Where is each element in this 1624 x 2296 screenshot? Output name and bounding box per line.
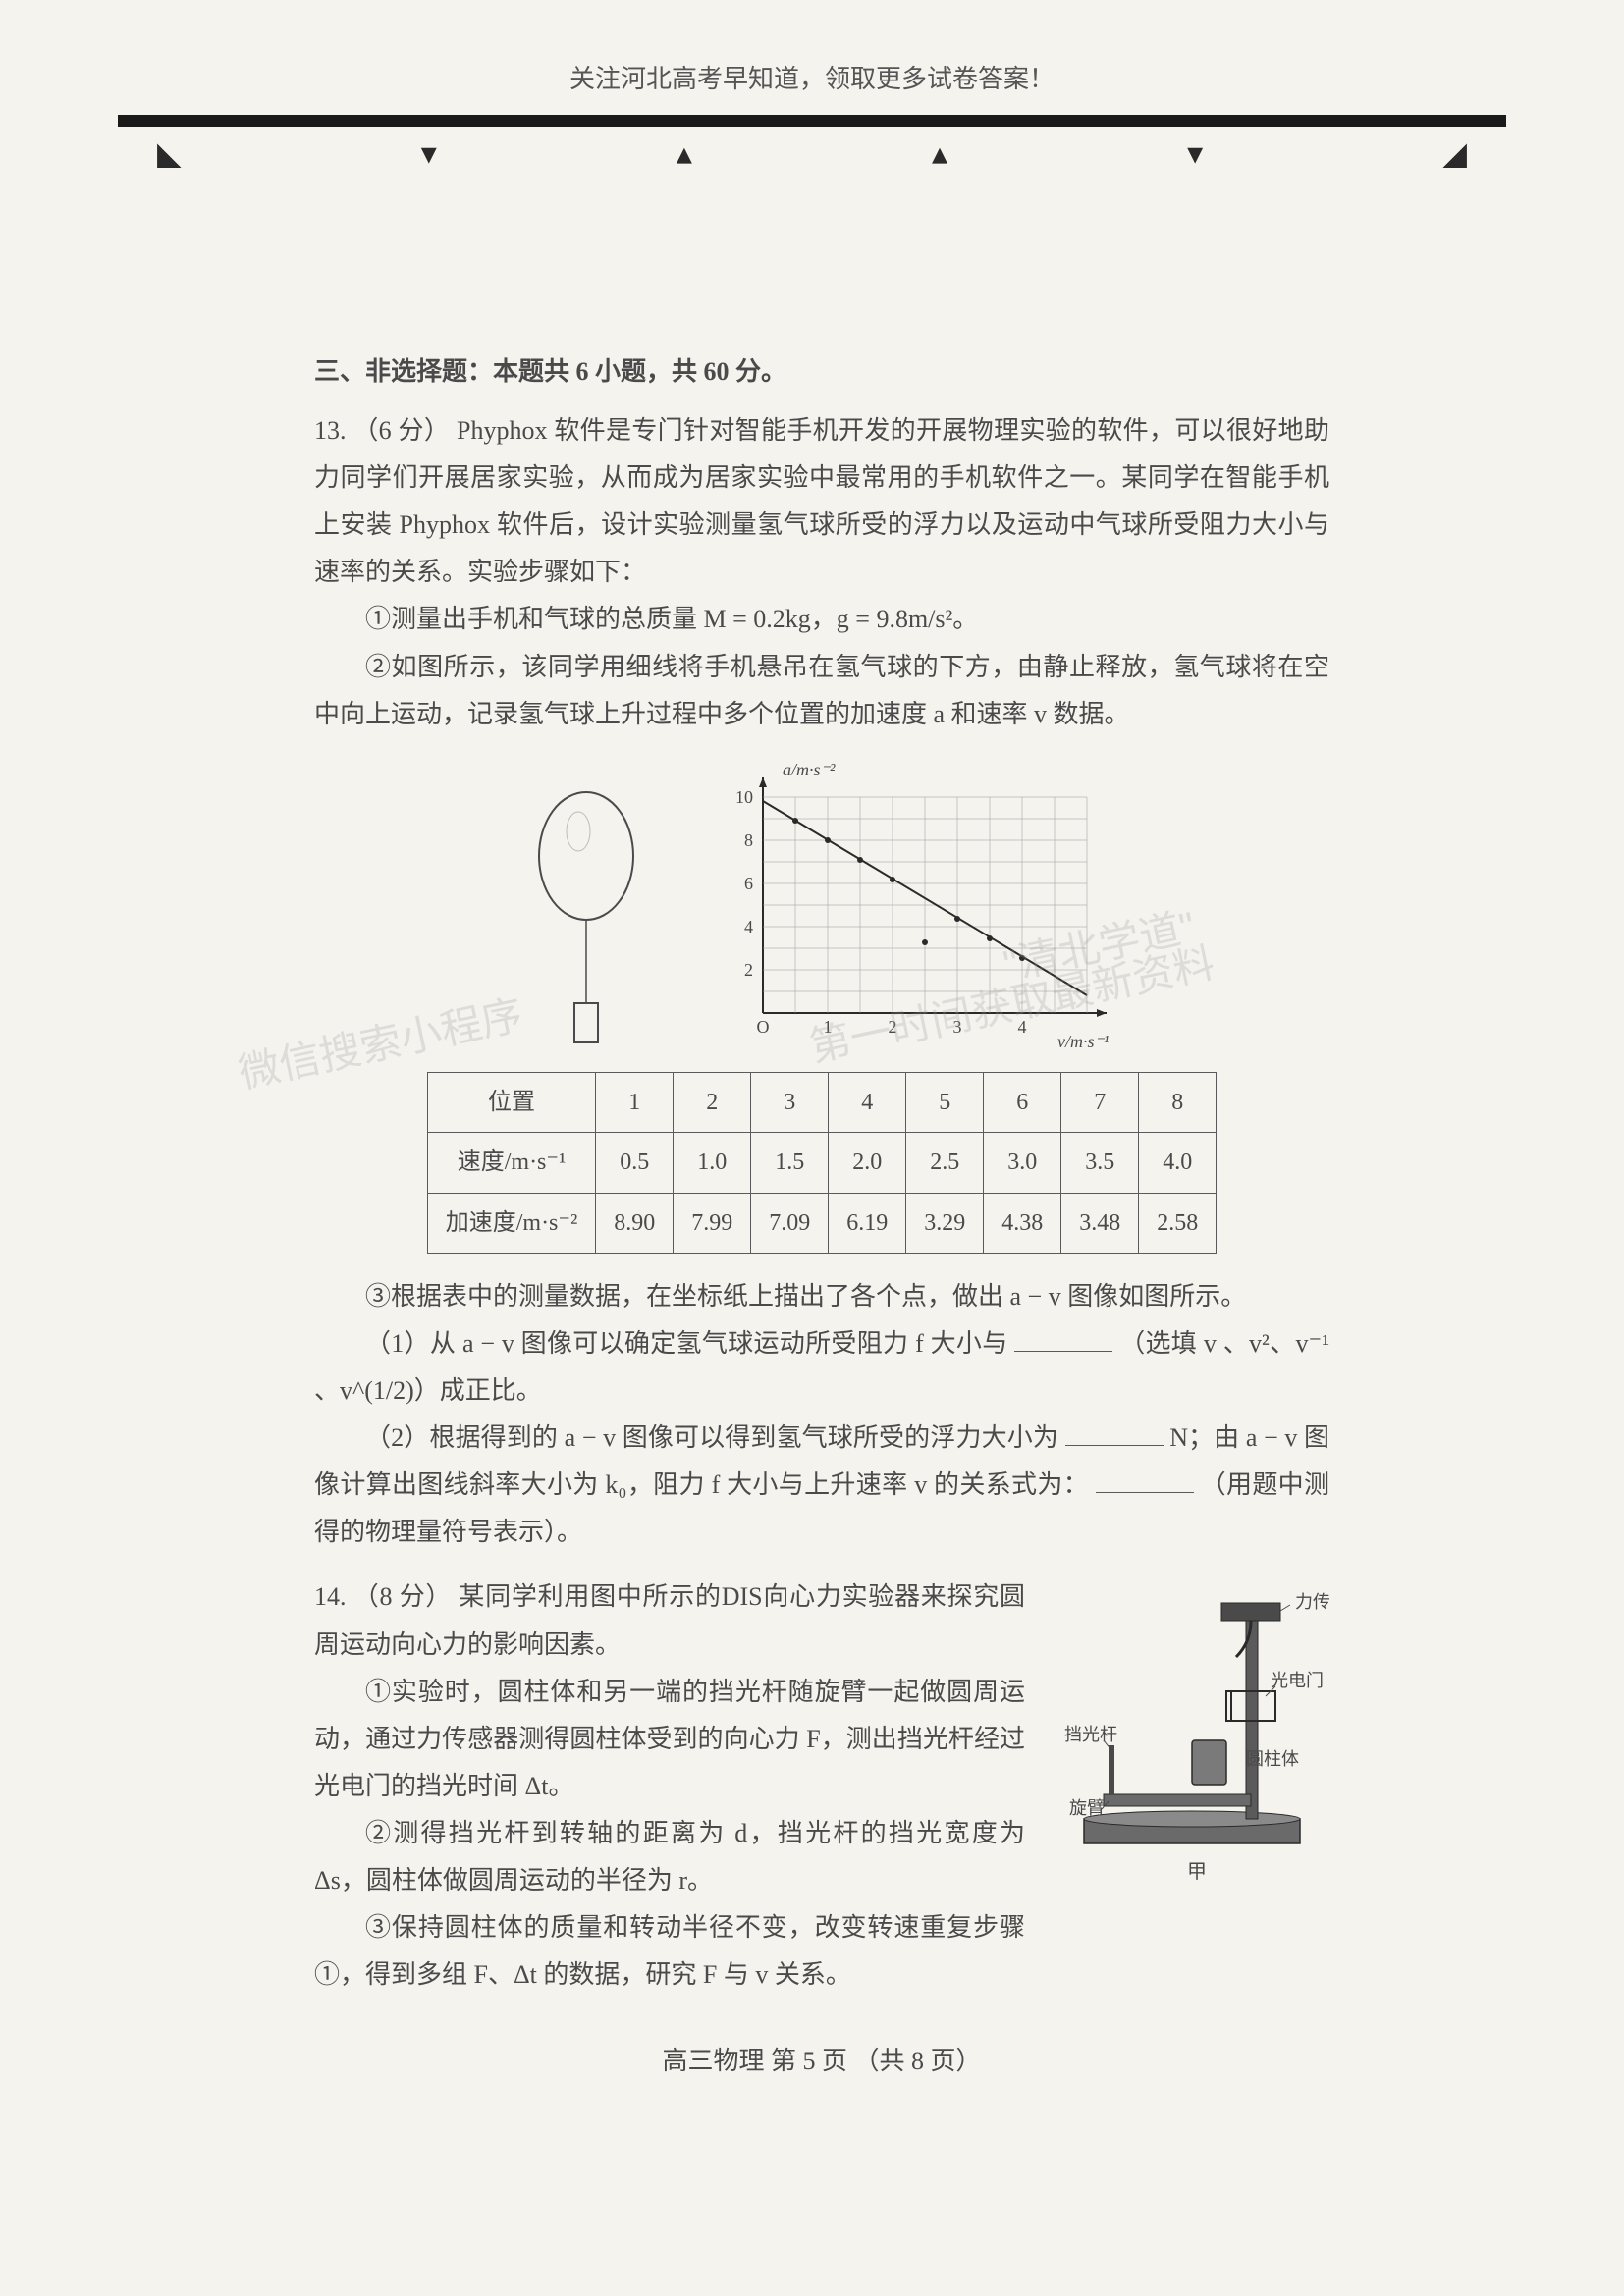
table-cell: 2.58 [1139, 1193, 1217, 1253]
q14-step1: ①实验时，圆柱体和另一端的挡光杆随旋臂一起做圆周运动，通过力传感器测得圆柱体受到… [314, 1669, 1025, 1810]
q13-part2: （2）根据得到的 a − v 图像可以得到氢气球所受的浮力大小为 N；由 a −… [314, 1415, 1329, 1556]
table-cell: 2 [674, 1072, 751, 1132]
q13-intro-text: Phyphox 软件是专门针对智能手机开发的开展物理实验的软件，可以很好地助力同… [314, 416, 1329, 586]
q14-row: 14. （8 分） 某同学利用图中所示的DIS向心力实验器来探究圆周运动向心力的… [314, 1574, 1329, 1999]
svg-text:2: 2 [889, 1017, 897, 1037]
blank-2 [1065, 1415, 1164, 1446]
dot: ▾ [1187, 134, 1203, 172]
question-14: 14. （8 分） 某同学利用图中所示的DIS向心力实验器来探究圆周运动向心力的… [314, 1574, 1329, 1999]
svg-text:4: 4 [1018, 1017, 1027, 1037]
divider-bar [118, 115, 1506, 127]
table-cell: 5 [906, 1072, 984, 1132]
question-13: 13. （6 分） Phyphox 软件是专门针对智能手机开发的开展物理实验的软… [314, 407, 1329, 1556]
q14-step3: ③保持圆柱体的质量和转动半径不变，改变转速重复步骤①，得到多组 F、Δt 的数据… [314, 1904, 1025, 1999]
sensor-label: 力传感器 [1295, 1592, 1329, 1612]
table-cell: 6 [984, 1072, 1061, 1132]
q14-step2: ②测得挡光杆到转轴的距离为 d，挡光杆的挡光宽度为 Δs，圆柱体做圆周运动的半径… [314, 1810, 1025, 1904]
table-cell: 6.19 [829, 1193, 906, 1253]
table-cell: 4.38 [984, 1193, 1061, 1253]
svg-text:4: 4 [744, 917, 753, 936]
q13-number: 13. [314, 416, 347, 445]
table-cell: 7.99 [674, 1193, 751, 1253]
q13-step1: ①测量出手机和气球的总质量 M = 0.2kg，g = 9.8m/s²。 [314, 596, 1329, 643]
page-footer: 高三物理 第 5 页 （共 8 页） [314, 2038, 1329, 2085]
blank-3 [1096, 1463, 1194, 1493]
q13-step2: ②如图所示，该同学用细线将手机悬吊在氢气球的下方，由静止释放，氢气球将在空中向上… [314, 644, 1329, 738]
q13-step3: ③根据表中的测量数据，在坐标纸上描出了各个点，做出 a − v 图像如图所示。 [314, 1273, 1329, 1320]
table-cell: 8 [1139, 1072, 1217, 1132]
svg-text:v/m·s⁻¹: v/m·s⁻¹ [1057, 1032, 1109, 1051]
rod-label: 挡光杆 [1064, 1725, 1117, 1744]
table-cell: 3.29 [906, 1193, 984, 1253]
table-cell: 2.5 [906, 1133, 984, 1193]
apparatus-diagram: 力传感器 光电门 挡光杆 圆柱体 旋臂 甲 [1055, 1574, 1329, 1888]
dot: ▾ [421, 134, 437, 172]
table-row: 加速度/m·s⁻² 8.90 7.99 7.09 6.19 3.29 4.38 … [427, 1193, 1217, 1253]
table-cell: 3.48 [1061, 1193, 1139, 1253]
table-cell: 1.0 [674, 1133, 751, 1193]
q13-chart: 2 4 6 8 10 1 2 3 4 O a/m·s⁻² v/m·s⁻¹ [714, 758, 1126, 1052]
dot: ▴ [932, 134, 947, 172]
cylinder-label: 圆柱体 [1246, 1749, 1299, 1769]
table-cell: 3.5 [1061, 1133, 1139, 1193]
table-cell: 1.5 [751, 1133, 829, 1193]
table-cell: 3 [751, 1072, 829, 1132]
table-cell: 3.0 [984, 1133, 1061, 1193]
section-title: 三、非选择题：本题共 6 小题，共 60 分。 [314, 348, 1329, 396]
table-row: 速度/m·s⁻¹ 0.5 1.0 1.5 2.0 2.5 3.0 3.5 4.0 [427, 1133, 1217, 1193]
caption: 甲 [1187, 1861, 1207, 1883]
table-cell: 4.0 [1139, 1133, 1217, 1193]
q14-number: 14. [314, 1582, 347, 1611]
svg-text:8: 8 [744, 830, 753, 850]
svg-text:O: O [757, 1017, 770, 1037]
table-cell: 速度/m·s⁻¹ [427, 1133, 596, 1193]
table-cell: 0.5 [596, 1133, 674, 1193]
q13-intro: 13. （6 分） Phyphox 软件是专门针对智能手机开发的开展物理实验的软… [314, 407, 1329, 596]
table-cell: 7 [1061, 1072, 1139, 1132]
q13-part1-text: （1）从 a − v 图像可以确定氢气球运动所受阻力 f 大小与 [365, 1329, 1008, 1358]
q14-intro: 14. （8 分） 某同学利用图中所示的DIS向心力实验器来探究圆周运动向心力的… [314, 1574, 1025, 1668]
svg-text:a/m·s⁻²: a/m·s⁻² [783, 760, 836, 779]
table-cell: 4 [829, 1072, 906, 1132]
header-banner: 关注河北高考早知道，领取更多试卷答案！ [118, 59, 1506, 95]
balloon-diagram [517, 777, 655, 1052]
arm-label: 旋臂 [1069, 1798, 1105, 1818]
q13-part1: （1）从 a − v 图像可以确定氢气球运动所受阻力 f 大小与 （选填 v 、… [314, 1320, 1329, 1415]
q14-points: （8 分） [353, 1582, 452, 1611]
svg-text:6: 6 [744, 874, 753, 893]
svg-text:10: 10 [735, 787, 753, 807]
table-cell: 位置 [427, 1072, 596, 1132]
svg-text:1: 1 [824, 1017, 833, 1037]
table-cell: 7.09 [751, 1193, 829, 1253]
gate-label: 光电门 [1271, 1671, 1324, 1690]
table-cell: 2.0 [829, 1133, 906, 1193]
page-container: 关注河北高考早知道，领取更多试卷答案！ ◣ ▾ ▴ ▴ ▾ ◢ 三、非选择题：本… [0, 0, 1624, 2296]
dot: ▴ [677, 134, 692, 172]
binding-dots: ◣ ▾ ▴ ▴ ▾ ◢ [118, 134, 1506, 172]
q13-part2a: （2）根据得到的 a − v 图像可以得到氢气球所受的浮力大小为 [365, 1423, 1058, 1452]
svg-text:3: 3 [953, 1017, 962, 1037]
q13-points: （6 分） [352, 416, 450, 445]
dot: ◣ [157, 134, 182, 172]
q13-data-table: 位置 1 2 3 4 5 6 7 8 速度/m·s⁻¹ 0.5 1.0 1.5 … [427, 1072, 1218, 1254]
svg-text:2: 2 [744, 960, 753, 980]
q13-figure-row: 2 4 6 8 10 1 2 3 4 O a/m·s⁻² v/m·s⁻¹ [314, 758, 1329, 1052]
table-cell: 8.90 [596, 1193, 674, 1253]
content-area: 三、非选择题：本题共 6 小题，共 60 分。 13. （6 分） Phypho… [118, 348, 1506, 2085]
table-cell: 加速度/m·s⁻² [427, 1193, 596, 1253]
blank-1 [1014, 1321, 1112, 1352]
table-header-row: 位置 1 2 3 4 5 6 7 8 [427, 1072, 1217, 1132]
q14-text-column: 14. （8 分） 某同学利用图中所示的DIS向心力实验器来探究圆周运动向心力的… [314, 1574, 1025, 1999]
table-cell: 1 [596, 1072, 674, 1132]
dot: ◢ [1442, 134, 1467, 172]
